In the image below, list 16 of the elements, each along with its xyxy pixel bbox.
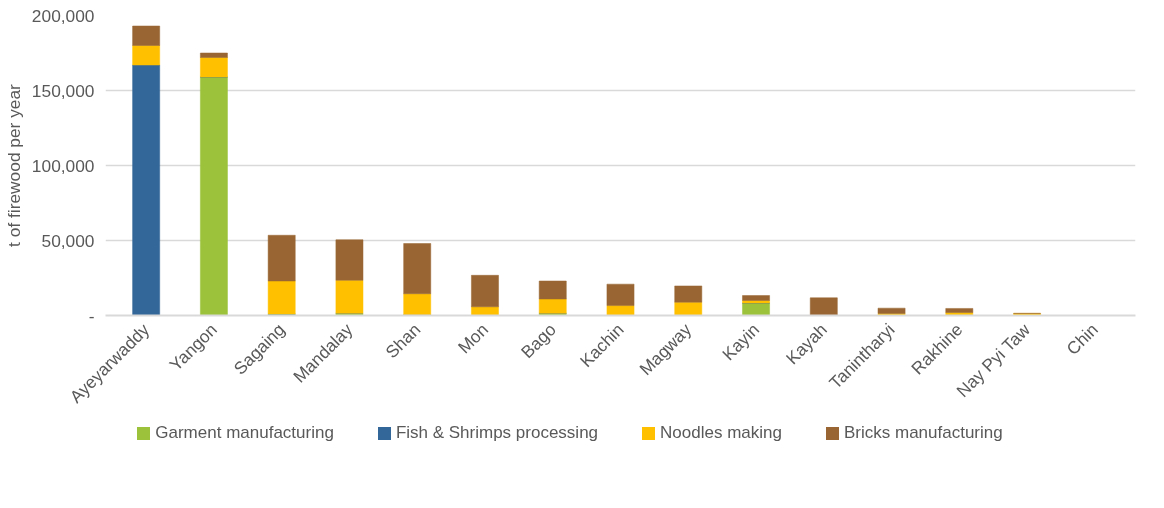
y-axis-title: t of firewood per year: [3, 83, 24, 247]
legend-item: Noodles making: [642, 421, 782, 446]
y-tick-label: 50,000: [41, 230, 95, 251]
legend-item: Bricks manufacturing: [825, 421, 1003, 446]
legend-label: Noodles making: [660, 422, 782, 444]
y-tick-label: 150,000: [31, 80, 95, 101]
legend-label: Garment manufacturing: [155, 422, 334, 444]
x-tick-label: Chin: [1062, 319, 1102, 359]
legend-label: Fish & Shrimps processing: [395, 422, 599, 444]
y-tick-label: 200,000: [31, 5, 95, 26]
legend-item: Fish & Shrimps processing: [377, 421, 599, 446]
y-tick-label: -: [88, 305, 95, 326]
x-tick-label: Mon: [454, 319, 493, 358]
legend-label: Bricks manufacturing: [843, 422, 1003, 444]
legend-item: Garment manufacturing: [137, 421, 334, 446]
y-tick-label: 100,000: [31, 155, 95, 176]
